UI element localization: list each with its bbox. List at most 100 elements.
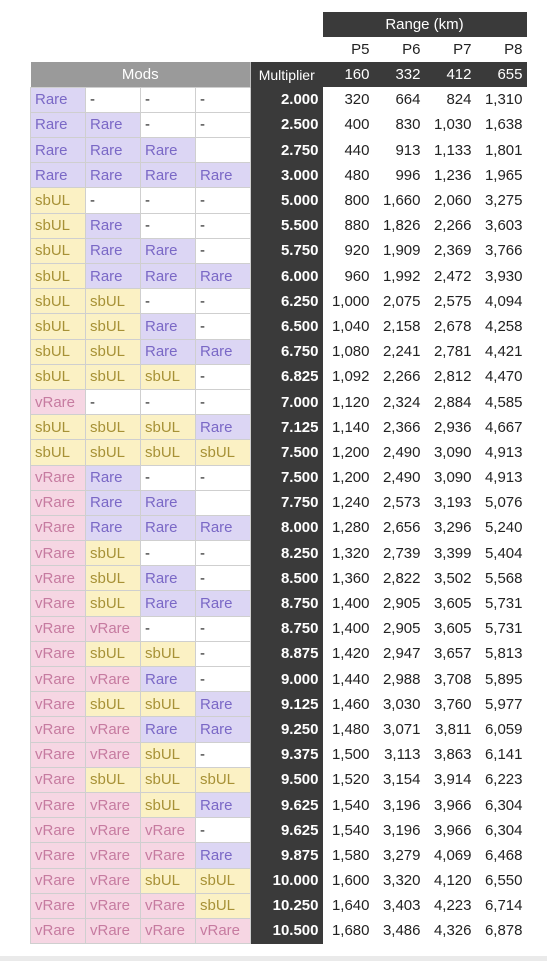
mod-cell: - [195, 388, 251, 416]
range-cell: 1,280 [331, 519, 370, 537]
mod-cell: Rare [85, 212, 141, 239]
range-cell: 2,947 [382, 645, 421, 663]
multiplier-cell: 6.750 [250, 339, 323, 365]
column-header-p6: P6 [402, 41, 421, 58]
mod-cell: vRare [30, 388, 86, 416]
range-cell: 2,573 [382, 494, 421, 512]
multiplier-cell: 9.250 [250, 716, 323, 743]
multiplier-cell: 8.875 [250, 641, 323, 667]
range-cell: 3,403 [382, 897, 421, 915]
range-cell: 3,275 [484, 192, 523, 210]
mod-cell: sbUL [30, 262, 86, 290]
range-cell: 5,076 [484, 494, 523, 512]
multiplier-cell: 7.500 [250, 465, 323, 491]
mod-cell: sbUL [30, 414, 86, 441]
range-cell: 2,158 [382, 317, 421, 335]
table-row: vRare vRare vRare -9.625 1,540 3,196 3,966 6,30… [30, 817, 527, 844]
multiplier-cell: 7.125 [250, 414, 323, 440]
table-row: vRare vRare - -8.750 1,400 2,905 3,605 5,731 [30, 615, 527, 642]
table-row: sbUL sbUL - -6.250 1,000 2,075 2,575 4,094 [30, 288, 527, 315]
mod-cell: - [140, 86, 196, 113]
mod-cell: - [195, 86, 251, 113]
range-cell: 5,404 [484, 544, 523, 562]
mod-cell: - [195, 288, 251, 315]
table-row: vRare vRare Rare Rare 9.250 1,480 3,071 3,811 6,… [30, 716, 527, 743]
table-row: vRare vRare vRare vRare 10.500 1,680 3,486 4,32… [30, 917, 527, 945]
range-cell: 1,826 [382, 217, 421, 235]
mod-cell: Rare [140, 489, 196, 516]
mod-cell: vRare [30, 665, 86, 693]
multiplier-cell: 9.625 [250, 792, 323, 818]
mod-cell: vRare [30, 917, 86, 945]
mod-cell: Rare [140, 514, 196, 542]
mod-cell: - [195, 111, 251, 139]
range-cell: 3,966 [433, 796, 472, 814]
range-cell: 3,113 [384, 746, 421, 764]
multiplier-cell: 10.000 [250, 868, 323, 894]
mod-cell: Rare [85, 111, 141, 139]
table-body: Rare - - -2.000 320 664 824 1,310 Rare Rare - -2.50… [30, 86, 527, 945]
mod-cell: Rare [195, 842, 251, 869]
range-cell: 5,731 [484, 620, 523, 638]
mod-cell [195, 137, 251, 164]
mod-cell: - [85, 86, 141, 113]
multiplier-cell: 9.875 [250, 842, 323, 868]
range-cell: 2,781 [433, 343, 472, 361]
multiplier-cell: 9.000 [250, 666, 323, 692]
range-cell: 3,486 [382, 922, 421, 940]
range-cell: 2,575 [433, 292, 472, 310]
range-cell: 3,090 [433, 469, 472, 487]
range-cell: 2,075 [382, 292, 421, 310]
mod-cell: - [140, 388, 196, 416]
table-row: Rare Rare Rare 2.750 440 913 1,133 1,801 [30, 137, 527, 164]
table-row: sbUL Rare Rare -5.750 920 1,909 2,369 3,766 [30, 237, 527, 265]
range-cell: 5,240 [484, 519, 523, 537]
table-row: Rare Rare Rare Rare 3.000 480 996 1,236 1,965 [30, 162, 527, 189]
table-row: sbUL - - -5.000 800 1,660 2,060 3,275 [30, 187, 527, 214]
range-cell: 1,320 [331, 544, 370, 562]
mod-cell: vRare [140, 917, 196, 945]
range-cell: 800 [344, 192, 370, 210]
mod-cell: Rare [140, 162, 196, 189]
range-cell: 2,060 [433, 192, 472, 210]
mod-cell: - [85, 388, 141, 416]
range-cell: 1,000 [331, 292, 370, 310]
mod-cell: sbUL [195, 892, 251, 919]
table-row: vRare - - -7.000 1,120 2,324 2,884 4,585 [30, 388, 527, 416]
mod-cell: sbUL [85, 691, 141, 718]
range-cell: 6,878 [484, 922, 523, 940]
mod-cell: vRare [30, 464, 86, 491]
mod-cell: Rare [195, 590, 251, 617]
range-cell: 4,120 [433, 872, 472, 890]
range-cell: 3,502 [433, 569, 472, 587]
mod-cell: sbUL [140, 363, 196, 390]
mod-cell: Rare [140, 262, 196, 290]
mod-cell: sbUL [85, 414, 141, 441]
mod-cell: Rare [140, 565, 196, 592]
mod-cell: - [195, 817, 251, 844]
mod-cell: - [195, 741, 251, 768]
range-table-container: Range (km) P5 P6 P7 P8 Mods Multiplier 1… [30, 12, 527, 945]
range-cell: 2,490 [382, 443, 421, 461]
mod-cell: - [195, 640, 251, 668]
range-cell: 4,667 [484, 418, 523, 436]
mod-cell: Rare [30, 137, 86, 164]
range-cell: 1,040 [331, 317, 370, 335]
column-header-p7: P7 [453, 41, 472, 58]
range-cell: 824 [446, 91, 472, 109]
range-cell: 1,909 [382, 242, 421, 260]
range-cell: 996 [395, 166, 421, 184]
multiplier-cell: 6.500 [250, 313, 323, 340]
range-cell: 3,071 [382, 720, 421, 738]
mod-cell: Rare [85, 237, 141, 265]
column-header-p5: P5 [351, 41, 370, 58]
range-cell: 5,731 [484, 595, 523, 613]
range-cell: 1,400 [331, 620, 370, 638]
range-cell: 880 [344, 217, 370, 235]
mod-cell: sbUL [30, 363, 86, 390]
range-cell: 2,656 [382, 519, 421, 537]
column-header-p8: P8 [504, 41, 523, 58]
base-range-p7: 412 [424, 62, 476, 88]
multiplier-cell: 7.500 [250, 439, 323, 465]
mod-cell: - [140, 615, 196, 642]
